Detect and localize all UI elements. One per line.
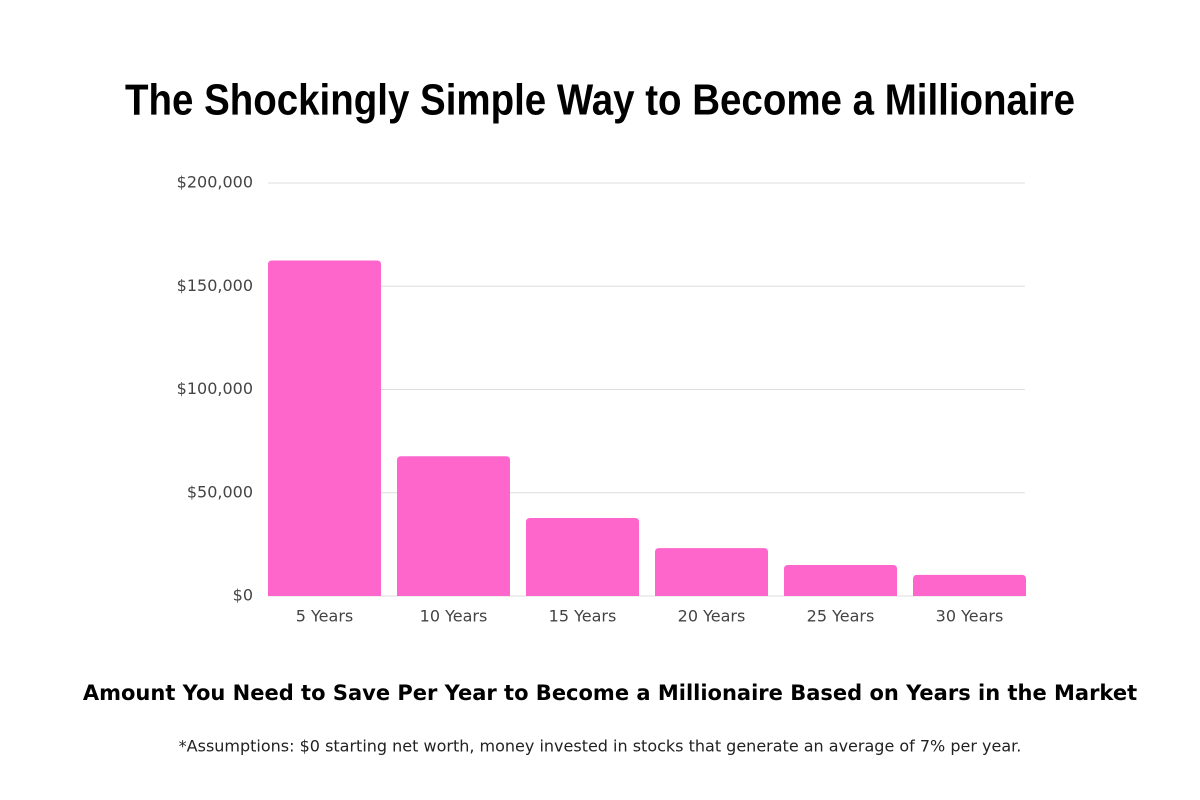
footnote: *Assumptions: $0 starting net worth, mon… <box>179 737 1022 756</box>
chart-subtitle: Amount You Need to Save Per Year to Beco… <box>83 681 1137 705</box>
bar <box>526 517 639 596</box>
chart-title: The Shockingly Simple Way to Become a Mi… <box>125 76 1075 125</box>
x-tick-label: 30 Years <box>936 607 1004 626</box>
y-tick-label: $150,000 <box>177 276 253 295</box>
y-tick-label: $0 <box>233 586 253 605</box>
y-tick-label: $200,000 <box>177 173 253 192</box>
y-tick-label: $100,000 <box>177 379 253 398</box>
bar <box>268 260 381 596</box>
x-tick-label: 25 Years <box>807 607 875 626</box>
bar <box>913 574 1026 596</box>
x-tick-label: 20 Years <box>678 607 746 626</box>
x-tick-label: 15 Years <box>549 607 617 626</box>
bar <box>397 456 510 596</box>
x-tick-label: 5 Years <box>296 607 353 626</box>
bar <box>655 548 768 596</box>
x-tick-label: 10 Years <box>420 607 488 626</box>
bar <box>784 565 897 596</box>
y-tick-label: $50,000 <box>187 482 253 501</box>
